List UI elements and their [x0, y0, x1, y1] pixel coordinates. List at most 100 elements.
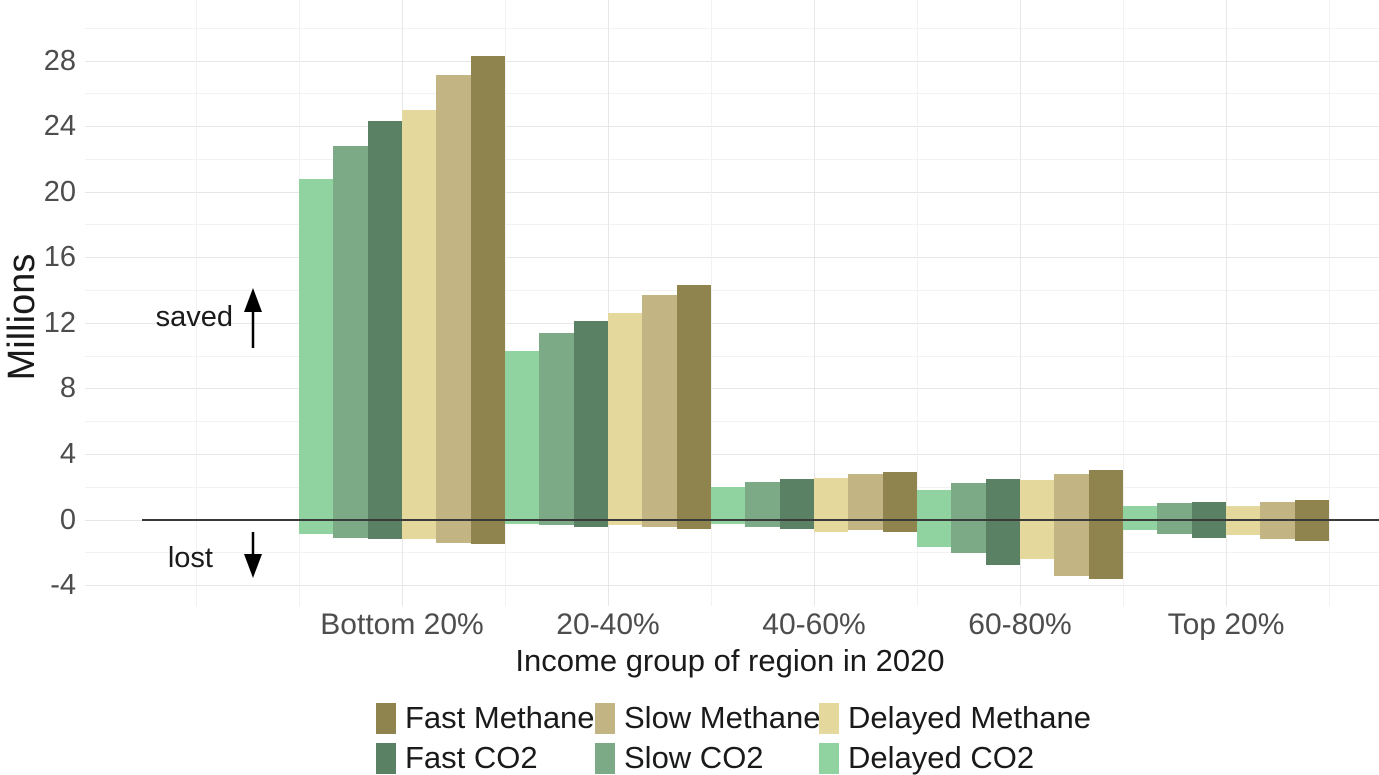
arrow-down-icon — [244, 532, 262, 578]
legend-label-fast-co2: Fast CO2 — [405, 740, 538, 775]
bar-lost-delayed-methane-60-80- — [1020, 519, 1055, 559]
bar-saved-delayed-co2-40-60- — [711, 486, 746, 520]
legend-swatch-slow-methane — [595, 702, 615, 734]
bar-saved-fast-co2-40-60- — [779, 478, 814, 520]
bar-lost-slow-methane-20-40- — [642, 519, 677, 527]
bar-lost-fast-co2-bottom-20- — [367, 519, 402, 540]
bar-lost-fast-methane-top-20- — [1294, 519, 1329, 541]
x-tick-label: Top 20% — [1167, 608, 1285, 641]
gridline-major-horizontal — [85, 60, 1379, 62]
bar-lost-fast-methane-40-60- — [882, 519, 917, 532]
annotation-saved-label: saved — [155, 301, 233, 333]
y-tick-label: -4 — [50, 569, 76, 602]
x-tick-label: Bottom 20% — [320, 608, 484, 641]
gridline-major-vertical — [814, 0, 815, 606]
bar-saved-fast-co2-20-40- — [573, 321, 608, 520]
bar-lost-slow-co2-top-20- — [1157, 519, 1192, 535]
gridline-major-horizontal — [85, 126, 1379, 127]
bar-saved-slow-methane-bottom-20- — [436, 75, 471, 520]
bar-saved-delayed-methane-top-20- — [1226, 505, 1261, 520]
gridline-major-vertical — [1226, 0, 1227, 606]
bar-saved-delayed-co2-20-40- — [505, 350, 540, 520]
bar-lost-slow-co2-40-60- — [745, 519, 780, 527]
bar-saved-fast-methane-60-80- — [1088, 469, 1123, 520]
x-tick-label: 40-60% — [762, 608, 866, 641]
bar-lost-delayed-methane-bottom-20- — [402, 519, 437, 540]
bar-lost-slow-methane-60-80- — [1054, 519, 1089, 577]
bar-saved-delayed-methane-bottom-20- — [402, 109, 437, 520]
bar-saved-fast-methane-top-20- — [1294, 499, 1329, 520]
bar-saved-fast-co2-bottom-20- — [367, 121, 402, 520]
bar-saved-fast-methane-20-40- — [676, 285, 711, 520]
y-tick-label: 8 — [59, 372, 76, 405]
bar-saved-slow-methane-40-60- — [848, 474, 883, 520]
legend-label-slow-co2: Slow CO2 — [624, 740, 764, 775]
gridline-minor-vertical — [711, 0, 712, 606]
bar-lost-slow-methane-top-20- — [1260, 519, 1295, 540]
gridline-major-horizontal — [85, 257, 1379, 259]
bar-lost-delayed-methane-top-20- — [1226, 519, 1261, 536]
legend-row: Fast CO2 Slow CO2 Delayed CO2 — [376, 738, 1091, 775]
bar-lost-delayed-co2-20-40- — [505, 519, 540, 524]
bar-lost-fast-methane-20-40- — [676, 519, 711, 530]
plot-panel — [85, 0, 1379, 606]
bar-saved-slow-methane-20-40- — [642, 294, 677, 520]
legend-label-delayed-co2: Delayed CO2 — [848, 740, 1035, 775]
y-tick-label: 16 — [43, 241, 76, 274]
bar-saved-delayed-co2-60-80- — [917, 490, 952, 520]
gridline-minor-horizontal — [85, 93, 1379, 95]
legend-item-delayed-co2: Delayed CO2 — [819, 740, 1034, 775]
bar-saved-delayed-methane-20-40- — [608, 312, 643, 520]
legend-swatch-slow-co2 — [595, 742, 615, 774]
bar-lost-fast-co2-60-80- — [985, 519, 1020, 566]
y-tick-label: 24 — [43, 110, 76, 142]
gridline-major-vertical — [608, 0, 609, 606]
y-tick-label: 20 — [43, 175, 76, 208]
bar-saved-slow-co2-bottom-20- — [333, 145, 368, 520]
gridline-major-horizontal — [85, 191, 1379, 193]
gridline-major-horizontal — [85, 453, 1379, 455]
legend-item-fast-methane: Fast Methane — [376, 700, 595, 736]
gridline-minor-vertical — [505, 0, 506, 606]
legend: Fast Methane Slow Methane Delayed Methane F… — [376, 698, 1091, 775]
bar-saved-fast-methane-40-60- — [882, 472, 917, 520]
bar-saved-fast-methane-bottom-20- — [470, 55, 505, 520]
gridline-minor-horizontal — [85, 27, 1379, 29]
annotation-lost-label: lost — [167, 542, 213, 574]
bar-saved-slow-co2-60-80- — [951, 483, 986, 520]
bar-saved-fast-co2-60-80- — [985, 479, 1020, 520]
bar-lost-slow-co2-20-40- — [539, 519, 574, 526]
legend-item-slow-methane: Slow Methane — [595, 700, 821, 736]
zero-axis-line — [142, 518, 1379, 521]
bar-saved-slow-co2-20-40- — [539, 332, 574, 520]
bar-lost-slow-co2-bottom-20- — [333, 519, 368, 538]
gridline-minor-horizontal — [85, 290, 1379, 291]
bar-saved-delayed-co2-top-20- — [1123, 506, 1158, 520]
gridline-minor-horizontal — [85, 158, 1379, 160]
bar-saved-slow-co2-top-20- — [1157, 503, 1192, 520]
bar-lost-delayed-methane-20-40- — [608, 519, 643, 526]
bar-lost-delayed-co2-40-60- — [711, 519, 746, 525]
gridline-major-horizontal — [85, 388, 1379, 390]
legend-item-slow-co2: Slow CO2 — [595, 740, 819, 775]
x-axis-title: Income group of region in 2020 — [515, 643, 945, 678]
bar-saved-slow-co2-40-60- — [745, 481, 780, 520]
bar-lost-delayed-methane-40-60- — [814, 519, 849, 532]
bar-lost-fast-methane-bottom-20- — [470, 519, 505, 545]
gridline-minor-horizontal — [85, 552, 1379, 554]
legend-swatch-delayed-co2 — [819, 742, 839, 774]
bar-saved-slow-methane-top-20- — [1260, 501, 1295, 520]
y-tick-label: 28 — [43, 44, 76, 77]
gridline-minor-vertical — [196, 0, 197, 606]
legend-item-delayed-methane: Delayed Methane — [819, 700, 1091, 736]
x-tick-label: 20-40% — [556, 608, 660, 641]
bar-lost-fast-co2-40-60- — [779, 519, 814, 530]
bar-saved-slow-methane-60-80- — [1054, 473, 1089, 520]
legend-swatch-fast-methane — [376, 702, 396, 734]
bar-lost-delayed-co2-bottom-20- — [299, 519, 334, 535]
legend-swatch-delayed-methane — [819, 702, 839, 734]
bar-lost-delayed-co2-60-80- — [917, 519, 952, 548]
legend-label-slow-methane: Slow Methane — [624, 700, 821, 735]
y-tick-label: 4 — [59, 437, 76, 470]
